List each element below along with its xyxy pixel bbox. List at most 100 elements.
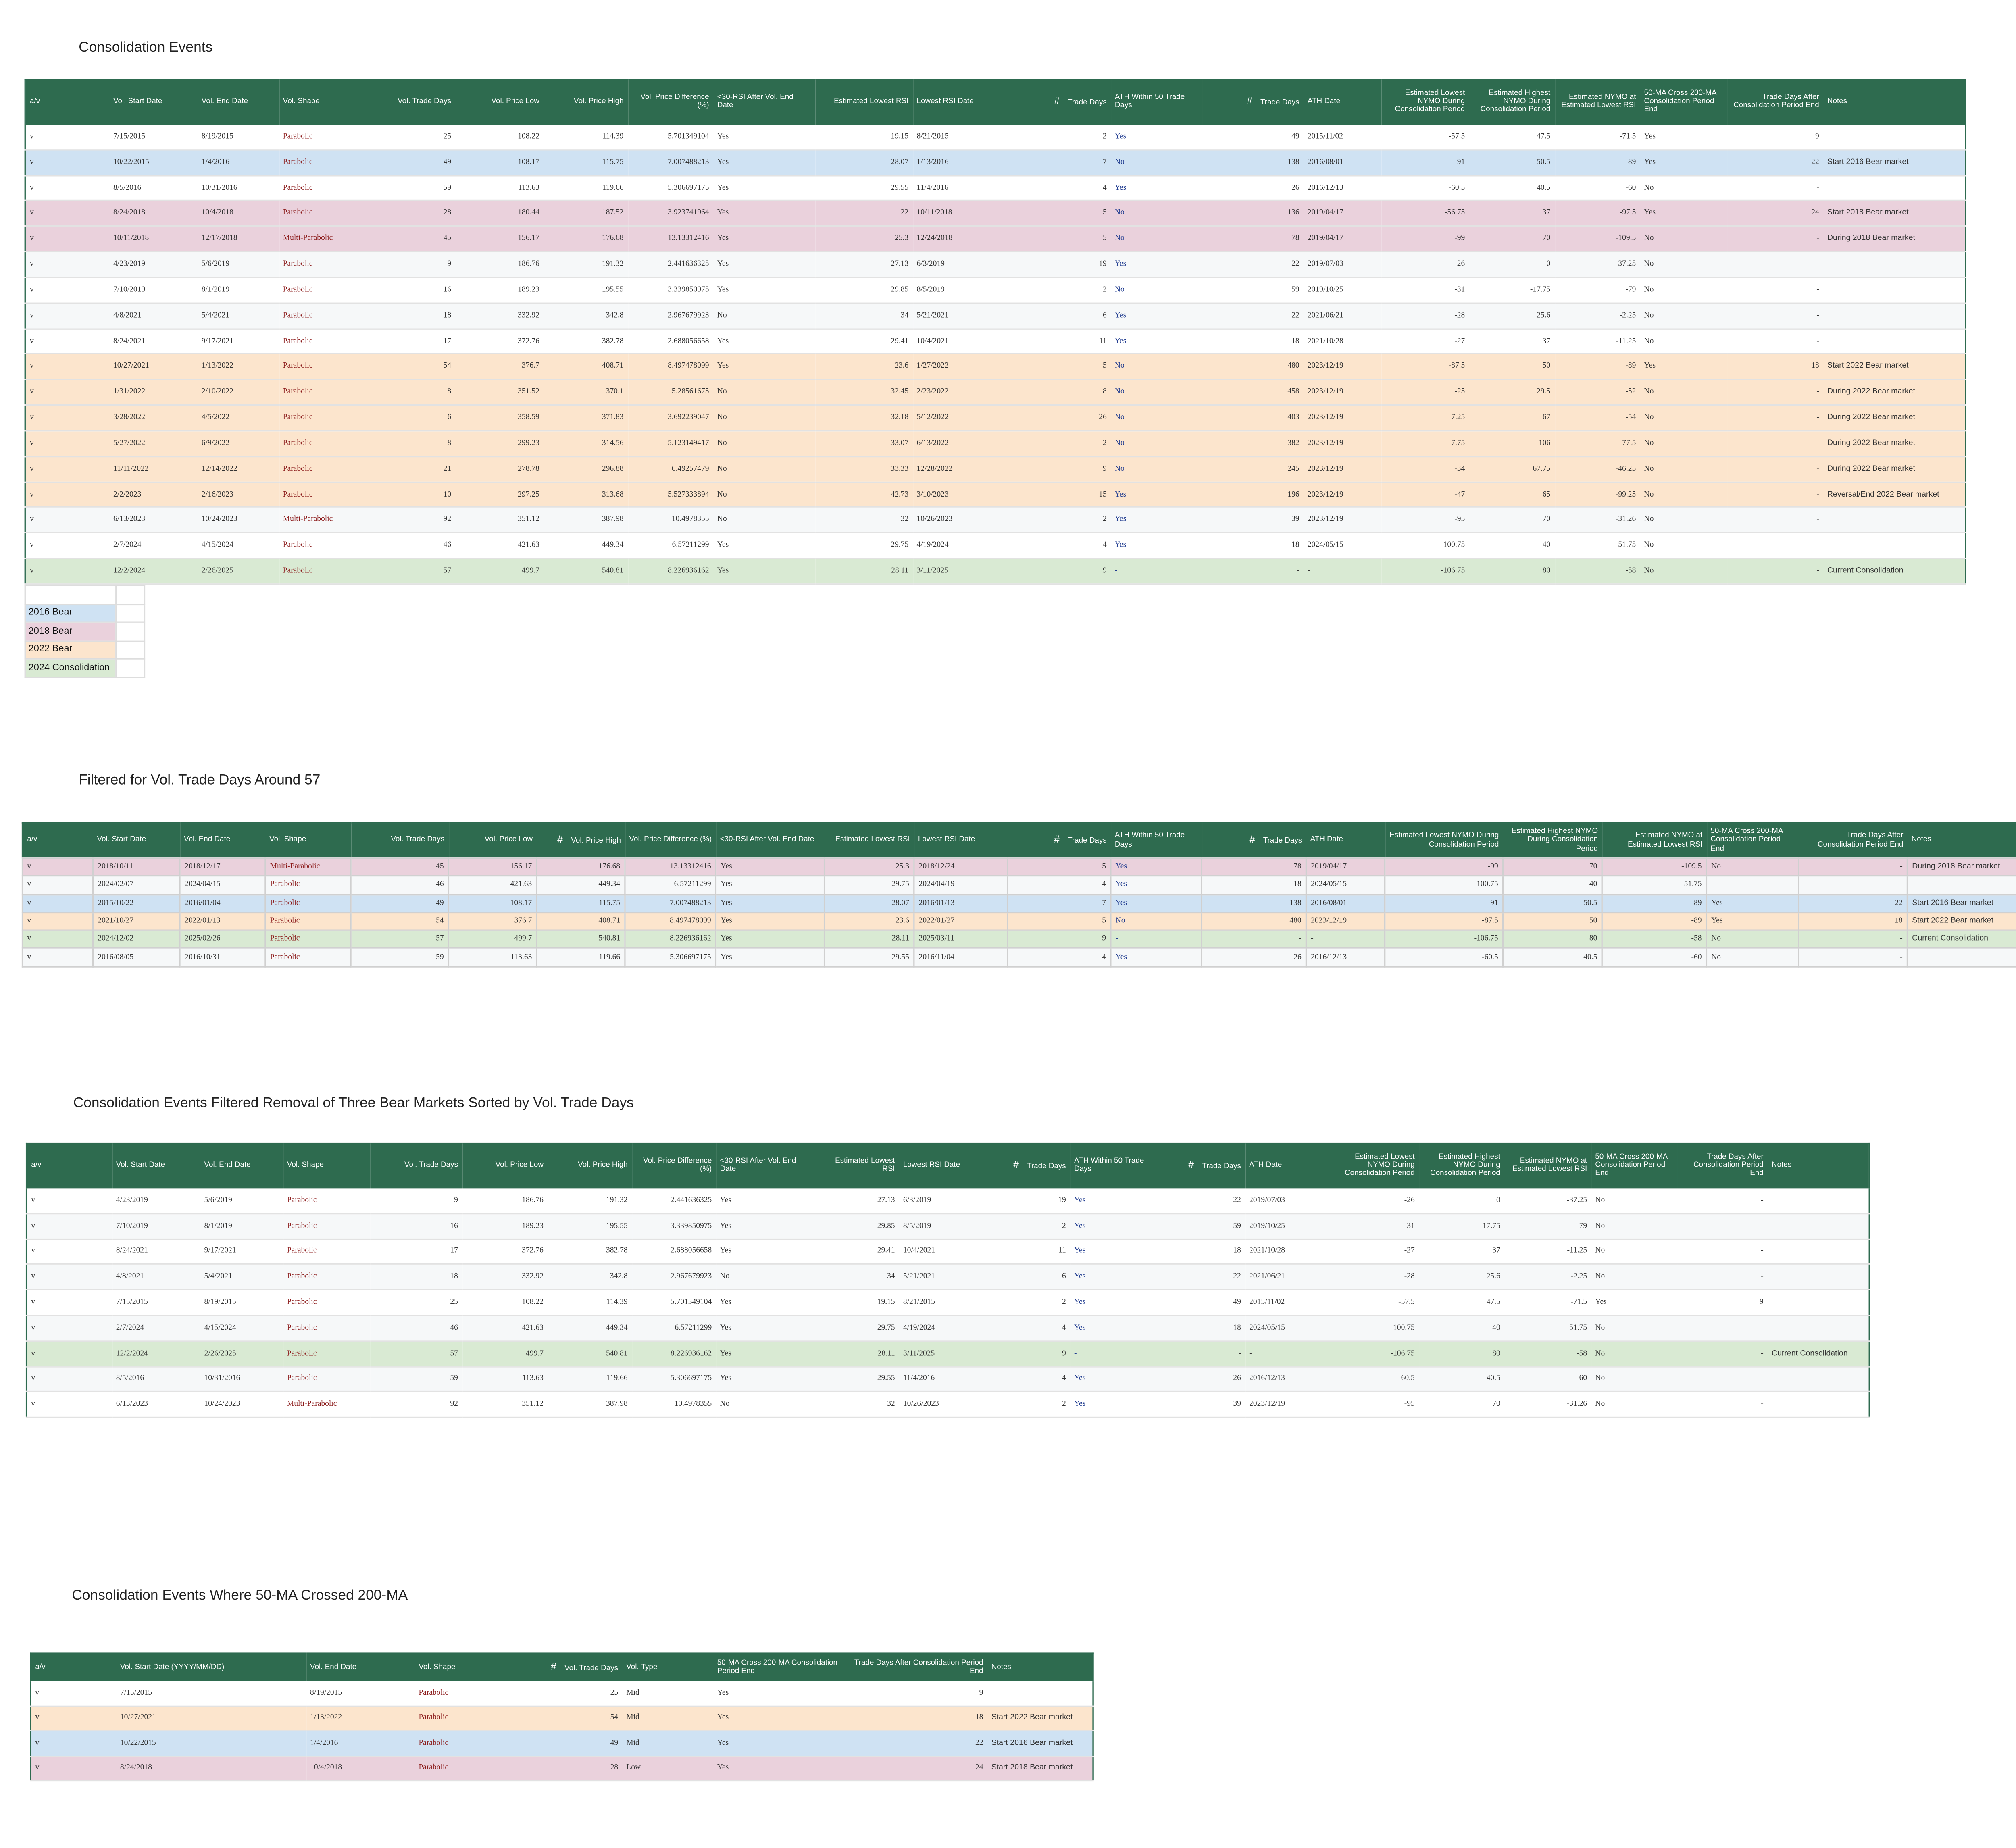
table-cell: - xyxy=(1727,482,1823,508)
table-cell: Yes xyxy=(1110,482,1202,508)
table-cell: Start 2016 Bear market xyxy=(1823,150,1966,176)
table-cell: 25 xyxy=(505,1680,623,1706)
table-cell: 11 xyxy=(1008,328,1111,355)
column-header: Vol. Shape xyxy=(265,823,351,858)
table-cell: 3.339850975 xyxy=(631,1213,716,1240)
table-cell: No xyxy=(1640,175,1727,202)
column-header: a/v xyxy=(22,823,93,858)
table-row: v 6/13/2023 10/24/2023 Multi-Parabolic 92 351… xyxy=(25,507,1966,534)
table-cell: 8/5/2016 xyxy=(109,175,198,202)
column-header: Estimated Lowest NYMO During Consolidati… xyxy=(1381,79,1469,124)
column-header: Trade Days After Consolidation Period En… xyxy=(1677,1143,1768,1188)
table-cell: -58 xyxy=(1601,930,1708,949)
table-cell: 2.688056658 xyxy=(627,328,713,355)
table-row: v 1/31/2022 2/10/2022 Parabolic 8 351.52 370.1… xyxy=(25,379,1966,406)
table-cell: 351.12 xyxy=(462,1392,548,1418)
table-cell: Yes xyxy=(713,1680,842,1706)
column-header: Trade Days After Consolidation Period En… xyxy=(1799,823,1908,858)
table-cell: 4 xyxy=(993,1366,1070,1393)
table-cell: 449.34 xyxy=(536,875,626,895)
table-cell: No xyxy=(1640,328,1727,355)
table-cell: 387.98 xyxy=(543,507,628,534)
table-cell: Yes xyxy=(713,1756,842,1782)
table-cell: 382.78 xyxy=(543,328,628,355)
column-header: Vol. End Date xyxy=(306,1653,415,1681)
table-cell: -87.5 xyxy=(1384,912,1504,931)
table-cell: During 2018 Bear market xyxy=(1823,226,1966,253)
table-cell: 358.59 xyxy=(455,405,544,432)
table-cell: 23.6 xyxy=(815,354,913,381)
table-row: v 8/5/2016 10/31/2016 Parabolic 59 113.63 119.… xyxy=(25,175,1966,202)
table-cell: Yes xyxy=(716,1290,818,1316)
table-cell: 6/13/2023 xyxy=(112,1392,200,1418)
table-cell: 136 xyxy=(1202,201,1304,227)
table-cell: 22 xyxy=(1202,303,1304,329)
table-cell: 6/3/2019 xyxy=(912,252,1008,278)
column-header: Vol. Price Low xyxy=(455,79,544,124)
table-cell: 6/3/2019 xyxy=(899,1188,993,1214)
table-cell: -100.75 xyxy=(1333,1315,1419,1342)
table-cell: 108.22 xyxy=(462,1290,548,1316)
legend-cell xyxy=(115,603,146,623)
table-row: v 12/2/2024 2/26/2025 Parabolic 57 499.7 540.8… xyxy=(26,1341,1870,1367)
table-cell: 28.07 xyxy=(815,150,913,176)
table-cell: 5/6/2019 xyxy=(197,252,279,278)
table-cell: v xyxy=(25,226,109,253)
table-cell: 113.63 xyxy=(462,1366,548,1393)
column-header: 50-MA Cross 200-MA Consolidation Period … xyxy=(1591,1143,1677,1188)
table-cell: - xyxy=(1202,558,1304,585)
table-cell: 7.007488213 xyxy=(627,150,713,176)
table-cell: 18 xyxy=(1727,354,1823,381)
table-cell: v xyxy=(21,930,94,949)
table-cell: -31.26 xyxy=(1554,507,1640,534)
table-cell: Yes xyxy=(1070,1315,1161,1342)
table-cell: v xyxy=(21,857,94,877)
table-cell: 156.17 xyxy=(455,226,544,253)
table-title: Consolidation Events Where 50-MA Crossed… xyxy=(72,1587,408,1604)
table-cell xyxy=(1823,533,1966,559)
legend-cell xyxy=(115,585,146,605)
table-cell: 2023/12/19 xyxy=(1303,507,1381,534)
column-header: Lowest RSI Date xyxy=(914,823,1008,858)
column-label: Trade Days xyxy=(1260,99,1300,108)
table-cell: No xyxy=(1591,1315,1677,1342)
table-cell: v xyxy=(26,1366,112,1393)
header-row: a/v Vol. Start Date (YYYY/MM/DD) Vol. End … xyxy=(30,1653,1093,1681)
table-cell: Parabolic xyxy=(279,303,367,329)
legend-cell xyxy=(115,639,146,660)
table-cell: 28.07 xyxy=(823,893,915,913)
table-cell: 5 xyxy=(1007,912,1112,931)
column-icon: # xyxy=(1249,833,1255,846)
table-cell xyxy=(1767,1290,1870,1316)
table-cell: Parabolic xyxy=(283,1341,370,1367)
table-cell: 4/19/2024 xyxy=(899,1315,993,1342)
table-cell: 78 xyxy=(1201,857,1307,877)
table-cell: 32 xyxy=(817,1392,899,1418)
table-cell: 351.52 xyxy=(455,379,544,406)
table-cell: - xyxy=(1677,1315,1768,1342)
table-cell xyxy=(1767,1392,1870,1418)
data-table: a/v Vol. Start Date Vol. End Date Vol. Shap… xyxy=(21,822,2016,968)
column-icon: # xyxy=(557,833,563,846)
table-cell: Yes xyxy=(1110,252,1202,278)
table-cell: 28.11 xyxy=(817,1341,899,1367)
table-cell: 10/4/2018 xyxy=(306,1756,415,1782)
table-cell xyxy=(1706,875,1799,895)
table-cell: -99 xyxy=(1384,857,1504,877)
table-cell: 29.55 xyxy=(815,175,913,202)
column-header: a/v xyxy=(26,1143,112,1188)
table-cell: -31 xyxy=(1333,1213,1419,1240)
table-cell: 2025/03/11 xyxy=(913,930,1008,949)
table-cell: 9 xyxy=(842,1680,987,1706)
table-cell: Yes xyxy=(713,252,815,278)
table-cell: 6 xyxy=(367,405,456,432)
table-cell: 6.57211299 xyxy=(624,875,717,895)
table-cell: 2023/12/19 xyxy=(1303,431,1381,457)
table-cell: No xyxy=(1640,405,1727,432)
table-cell: 12/2/2024 xyxy=(109,558,198,585)
table-row: v 7/10/2019 8/1/2019 Parabolic 16 189.23 195.5… xyxy=(25,277,1966,304)
table-cell: Yes xyxy=(1640,124,1727,150)
table-cell: 24 xyxy=(1727,201,1823,227)
table-cell: Yes xyxy=(713,201,815,227)
table-cell: 57 xyxy=(367,558,456,585)
